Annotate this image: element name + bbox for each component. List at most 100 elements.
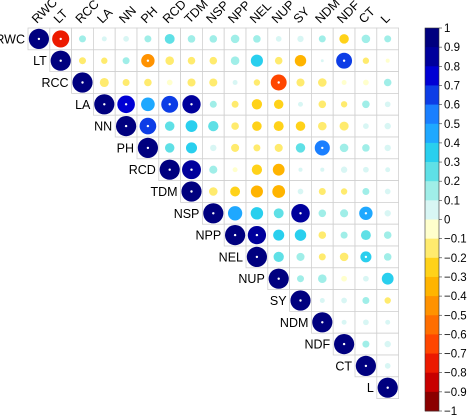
significance-marker [81, 81, 84, 84]
correlation-circle [250, 185, 263, 198]
colorbar-tick-label: −0.4 [444, 291, 467, 303]
correlation-circle [363, 79, 369, 86]
correlation-circle [360, 230, 371, 241]
significance-marker [255, 233, 259, 237]
correlation-circle [273, 208, 284, 219]
diagonal-label: SY [270, 294, 287, 308]
correlation-circle [362, 340, 370, 348]
correlation-circle [230, 56, 240, 65]
diagonal-label: NDM [280, 316, 308, 330]
correlation-circle [232, 167, 238, 173]
colorbar-tick-label: 0 [444, 215, 450, 227]
correlation-circle [187, 78, 196, 87]
correlation-circle [123, 36, 129, 42]
correlation-circles [28, 28, 398, 398]
correlation-circle [99, 77, 109, 88]
correlation-circle [341, 275, 347, 282]
correlation-circle [362, 188, 370, 195]
diagonal-label: CT [335, 359, 352, 373]
colorbar-tick-label: −0.6 [444, 329, 467, 341]
correlation-circle [296, 252, 305, 261]
correlation-circle [383, 78, 392, 87]
significance-marker [190, 190, 193, 193]
colorbar-segment [425, 334, 439, 354]
diagonal-label: RWC [0, 32, 25, 46]
correlation-circle [318, 78, 327, 87]
correlation-circle [363, 275, 369, 282]
colorbar-tick-label: 0.1 [444, 195, 460, 207]
significance-marker [212, 212, 215, 215]
colorbar-tick-label: −0.5 [444, 310, 467, 322]
colorbar-segment [425, 66, 439, 86]
colorbar-tick-label: 0.9 [444, 42, 460, 54]
correlation-circle [363, 319, 369, 326]
correlation-circle [384, 144, 391, 152]
correlation-circle [384, 122, 391, 130]
correlation-circle [185, 120, 198, 132]
significance-marker [321, 321, 324, 324]
significance-marker [364, 255, 368, 259]
diagonal-label: LT [33, 54, 47, 68]
correlation-circle [272, 185, 286, 198]
correlation-circle [101, 57, 108, 64]
correlation-circle [339, 143, 349, 153]
colorbar-segment [425, 391, 439, 412]
correlation-circle [318, 100, 327, 109]
correlation-circle [274, 56, 283, 65]
correlation-circle [209, 35, 218, 43]
correlation-circle [209, 187, 218, 196]
correlation-circle [381, 272, 394, 285]
correlation-circle [318, 253, 326, 261]
correlation-circle [340, 209, 349, 218]
significance-marker [146, 124, 150, 128]
diagonal-label: PH [117, 141, 134, 155]
correlation-circle [384, 363, 391, 369]
correlation-circle [185, 142, 198, 154]
correlation-circle [231, 122, 239, 130]
correlation-circle [297, 275, 304, 283]
significance-marker [342, 59, 346, 62]
colorbar-segment [425, 142, 439, 163]
correlation-circle [362, 144, 370, 152]
correlation-circle [144, 35, 152, 43]
correlation-circle [210, 144, 217, 152]
correlation-circle [363, 166, 369, 173]
colorbar-segment [425, 28, 439, 48]
correlation-circle [275, 36, 282, 42]
diagonal-label: NUP [238, 272, 264, 286]
correlation-circle [273, 121, 284, 132]
correlation-circle [209, 56, 218, 65]
correlation-circle [320, 59, 324, 63]
diagonal-label: L [367, 381, 374, 395]
correlation-circle [340, 188, 348, 195]
diagonal-label: RCD [129, 163, 156, 177]
significance-marker [59, 37, 62, 41]
correlation-circle [298, 101, 303, 107]
correlation-circle [164, 143, 175, 153]
colorbar-segment [425, 353, 439, 374]
colorbar-tick-label: −0.1 [444, 234, 467, 246]
colorbar-tick-label: −0.9 [444, 387, 467, 399]
correlation-circle [101, 36, 107, 42]
significance-marker [190, 103, 193, 106]
colorbar-segment [425, 276, 439, 297]
correlation-circle [298, 167, 303, 172]
correlation-circle [340, 166, 348, 173]
colorbar-segment [425, 372, 439, 393]
significance-marker [277, 81, 280, 84]
correlation-circle [383, 253, 392, 261]
colorbar-tick-label: 0.4 [444, 138, 461, 150]
correlation-circle [361, 34, 371, 44]
correlation-circle [384, 297, 391, 304]
correlation-circle [79, 57, 86, 65]
correlation-circle [384, 340, 391, 348]
correlation-circle [385, 319, 391, 325]
correlation-circle [339, 34, 349, 44]
significance-marker [364, 364, 368, 368]
correlation-circle [187, 56, 196, 65]
colorbar-segment [425, 315, 439, 335]
correlation-circle [318, 231, 327, 239]
correlation-circle [209, 100, 217, 108]
correlation-circle [384, 210, 391, 217]
correlation-circle [339, 121, 349, 131]
